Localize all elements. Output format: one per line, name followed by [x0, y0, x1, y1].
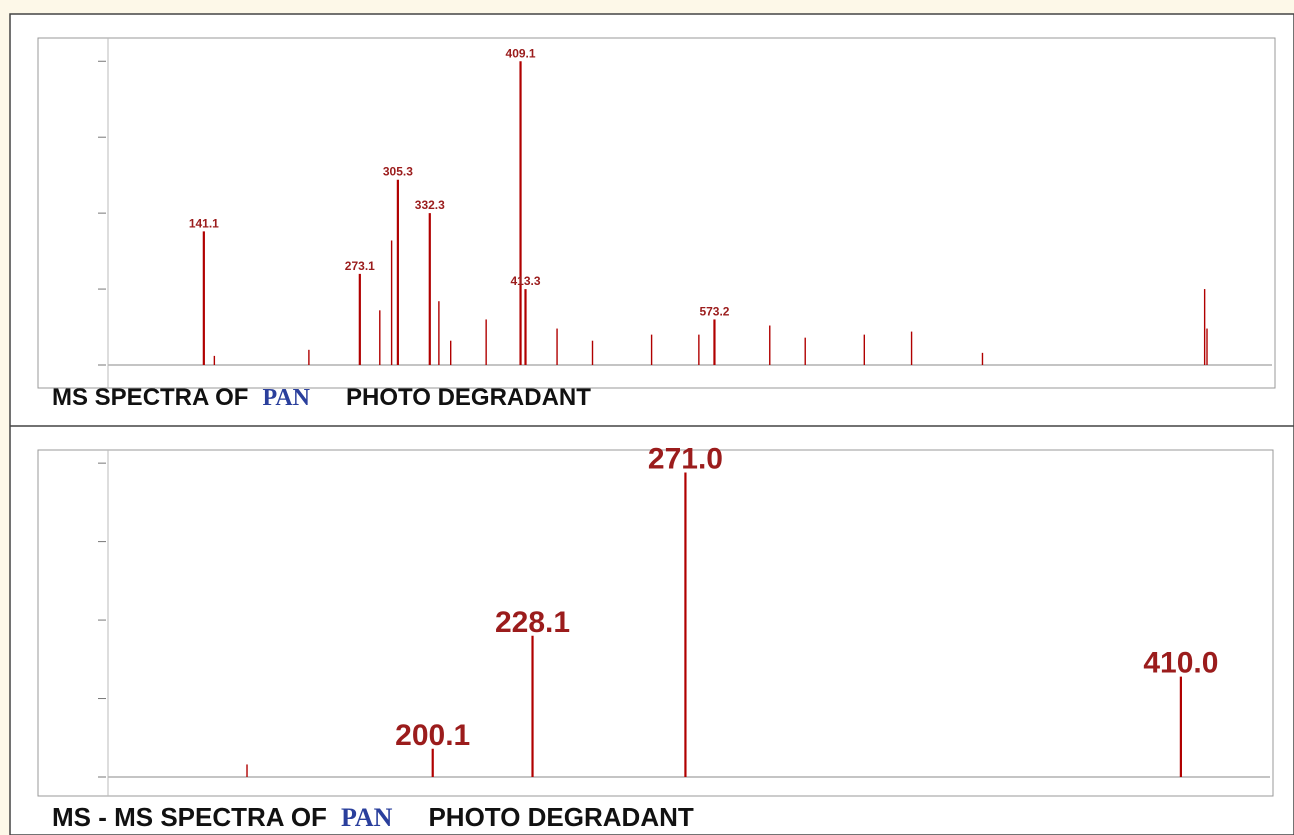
peak-label: 573.2	[699, 304, 729, 318]
peak-label: 332.3	[415, 198, 445, 212]
peak-label: 141.1	[189, 216, 219, 230]
caption-prefix: MS - MS SPECTRA OF	[52, 802, 327, 832]
caption-suffix: PHOTO DEGRADANT	[428, 802, 693, 832]
peak-label: 228.1	[495, 606, 570, 639]
caption-suffix: PHOTO DEGRADANT	[346, 384, 591, 411]
caption-highlight: PAN	[341, 803, 393, 832]
plot-frame	[37, 449, 1274, 797]
plot-frame	[37, 37, 1276, 389]
peak-label: 273.1	[345, 259, 375, 273]
caption: MS SPECTRA OF PAN PHOTO DEGRADANT	[52, 384, 591, 411]
peak-label: 200.1	[395, 719, 470, 752]
peak-label: 410.0	[1143, 647, 1218, 680]
caption-prefix: MS SPECTRA OF	[52, 384, 248, 411]
peak-label: 413.3	[510, 274, 540, 288]
caption-highlight: PAN	[262, 385, 310, 411]
peak-label: 409.1	[506, 46, 536, 60]
peak-label: 305.3	[383, 165, 413, 179]
caption: MS - MS SPECTRA OF PAN PHOTO DEGRADANT	[52, 802, 694, 832]
peak-label: 271.0	[648, 443, 723, 476]
panel	[9, 13, 1294, 835]
